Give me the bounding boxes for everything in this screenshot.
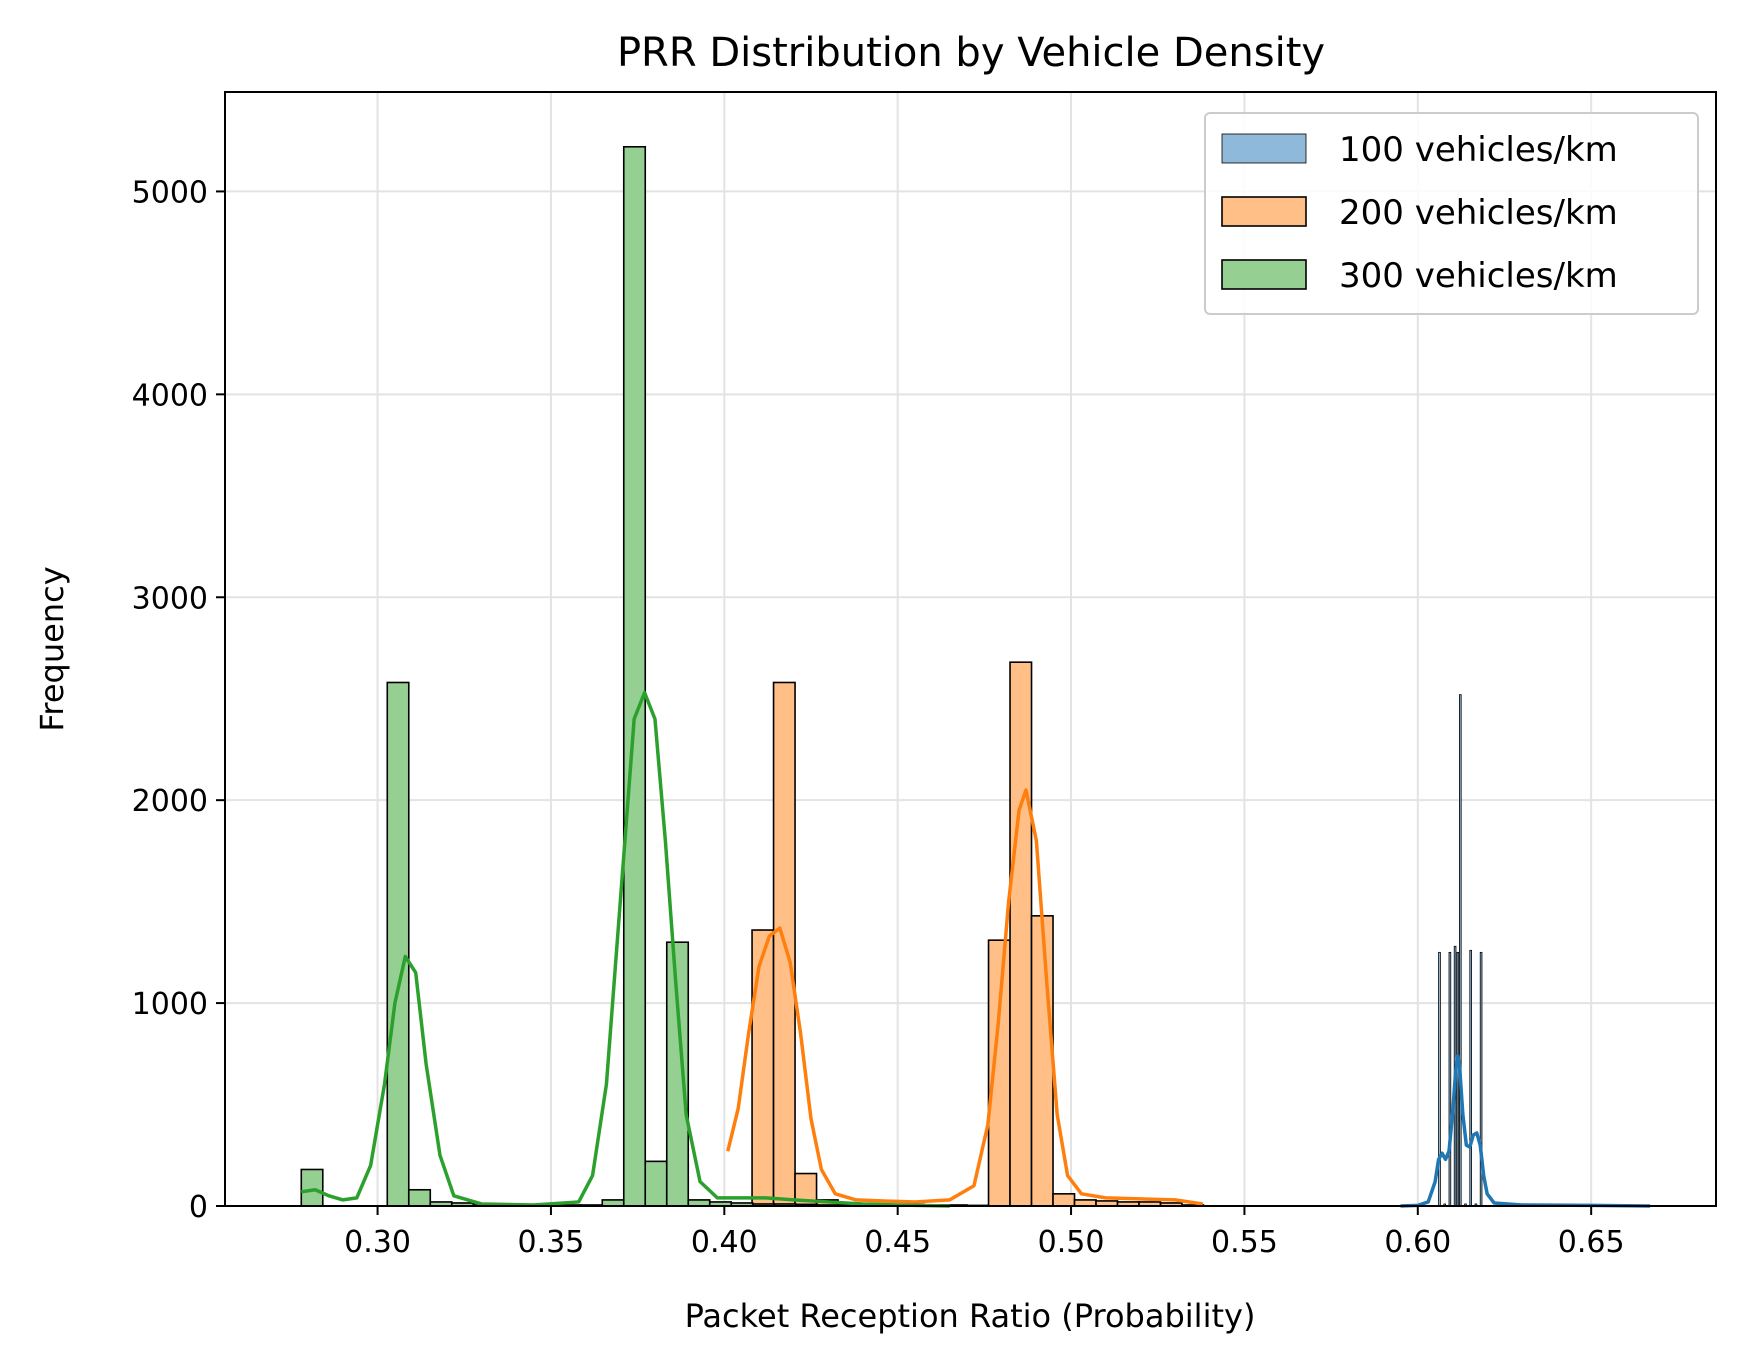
x-tick-label-4: 0.50 [1038, 1225, 1105, 1260]
series-1-kde-line [726, 788, 1204, 1206]
chart-title: PRR Distribution by Vehicle Density [617, 30, 1325, 76]
legend-label-1: 200 vehicles/km [1339, 193, 1618, 233]
series-1-bar-1 [751, 929, 775, 1207]
legend: 100 vehicles/km 200 vehicles/km 300 vehicl… [1204, 112, 1699, 315]
series-2-bar-16 [644, 1160, 668, 1207]
series-0-bar-7 [1469, 949, 1472, 1207]
series-0-kde-line [1400, 1054, 1651, 1208]
x-tick-label-1: 0.35 [518, 1225, 585, 1260]
plot-frame [224, 91, 1717, 1207]
y-tick-label-5: 5000 [132, 175, 208, 210]
legend-label-0: 100 vehicles/km [1339, 130, 1618, 170]
series-2-bar-4 [386, 681, 410, 1207]
y-axis-label: Frequency [33, 566, 71, 731]
x-tick-label-7: 0.65 [1558, 1225, 1625, 1260]
legend-swatch-1 [1221, 196, 1307, 227]
series-0-bar-2 [1448, 951, 1452, 1207]
y-tick-label-1: 1000 [132, 987, 208, 1022]
x-tick-label-2: 0.40 [691, 1225, 758, 1260]
series-2-bar-15 [622, 145, 647, 1207]
series-2-bar-5 [407, 1188, 432, 1207]
series-1-bar-13 [1009, 661, 1033, 1207]
series-0-bar-5 [1459, 694, 1462, 1207]
series-1-bar-15 [1052, 1193, 1076, 1207]
legend-swatch-0 [1221, 133, 1307, 164]
x-axis-ticks: 0.30 0.35 0.40 0.45 0.50 0.55 0.60 0.65 [344, 1206, 1625, 1260]
x-tick-label-3: 0.45 [864, 1225, 931, 1260]
x-tick-label-5: 0.55 [1211, 1225, 1278, 1260]
x-tick-label-6: 0.60 [1384, 1225, 1451, 1260]
density-curves [301, 690, 1651, 1208]
x-axis-label: Packet Reception Ratio (Probability) [685, 1297, 1256, 1335]
y-tick-label-2: 2000 [132, 784, 208, 819]
series-1-bar-14 [1030, 915, 1054, 1207]
series-2-bar-17 [665, 941, 690, 1207]
y-tick-label-4: 4000 [132, 378, 208, 413]
y-tick-label-3: 3000 [132, 581, 208, 616]
series-2-bar-0 [300, 1168, 324, 1207]
y-tick-label-0: 0 [189, 1190, 208, 1225]
series-2-bars [300, 145, 883, 1207]
x-tick-label-0: 0.30 [344, 1225, 411, 1260]
legend-swatch-2 [1221, 259, 1307, 290]
y-axis-ticks: 0 1000 2000 3000 4000 5000 [132, 175, 225, 1225]
legend-label-2: 300 vehicles/km [1339, 256, 1618, 296]
series-2-kde-line [301, 690, 950, 1208]
legend-box [1204, 112, 1699, 315]
series-0-bar-4 [1456, 951, 1460, 1207]
